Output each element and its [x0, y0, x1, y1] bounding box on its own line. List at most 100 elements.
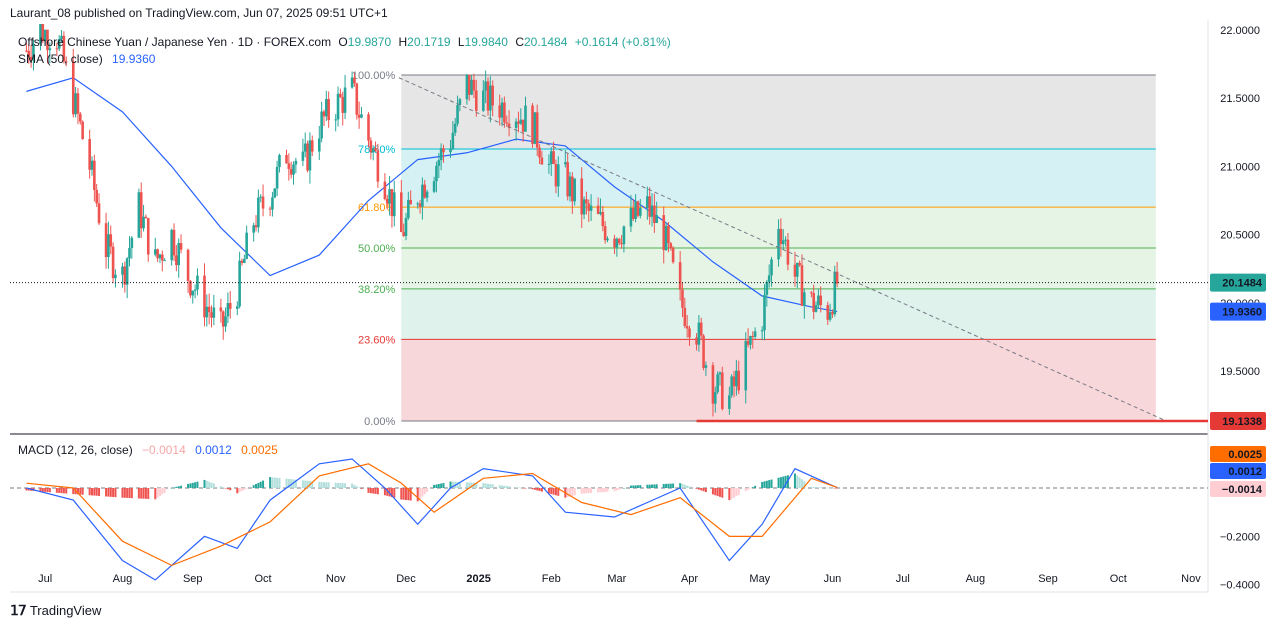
low-price-badge-bg: [1210, 412, 1266, 430]
candle-body: [636, 201, 640, 216]
macd-histogram-bar: [341, 483, 344, 488]
candle-body: [350, 77, 354, 88]
candle-body: [721, 372, 724, 409]
macd-histogram-bar: [88, 488, 91, 496]
time-tick-label: 2025: [466, 573, 490, 585]
macd-histogram-bar: [353, 484, 356, 488]
macd-pane[interactable]: [10, 458, 1208, 581]
candle-body: [88, 139, 91, 170]
candle-body: [669, 243, 673, 248]
macd-histogram-bar: [208, 481, 211, 488]
time-tick-label: Oct: [254, 573, 271, 585]
candle-body: [812, 293, 815, 312]
macd-histogram-bar: [782, 476, 785, 488]
candle-body: [186, 249, 190, 281]
macd-histogram-bar: [421, 488, 424, 497]
macd-histogram-bar: [121, 488, 124, 498]
macd-histogram-bar: [440, 483, 443, 488]
candle-body: [779, 228, 783, 245]
candle-body: [273, 188, 277, 198]
candle-body: [470, 79, 473, 95]
close-value: 20.1484: [524, 35, 568, 49]
macd-signal-badge: 0.0025: [1228, 449, 1262, 461]
macd-histogram-bar: [301, 480, 304, 488]
time-tick-label: Nov: [1181, 573, 1201, 585]
macd-histogram-bar: [695, 488, 698, 489]
macd-hist-value: −0.0014: [142, 443, 186, 457]
macd-tick-label: −0.2000: [1220, 531, 1260, 543]
macd-histogram-bar: [456, 481, 459, 488]
candle-body: [503, 102, 506, 123]
macd-histogram-bar: [290, 479, 293, 488]
candle-body: [615, 238, 619, 248]
macd-line-value: 0.0012: [195, 443, 232, 457]
macd-histogram-bar: [604, 488, 607, 492]
candle-body: [585, 199, 588, 204]
macd-line: [26, 458, 838, 581]
candle-body: [437, 160, 441, 166]
candle-body: [713, 392, 717, 404]
candle-body: [753, 331, 757, 337]
candle-body: [142, 216, 145, 229]
macd-histogram-bar: [39, 488, 42, 492]
macd-histogram-bar: [735, 488, 738, 497]
macd-histogram-bar: [81, 488, 84, 495]
macd-histogram-bar: [205, 480, 208, 488]
last-price-badge: 20.1484: [1222, 278, 1263, 290]
price-tick-label: 21.5000: [1220, 93, 1260, 105]
candle-body: [418, 203, 422, 207]
candles[interactable]: [25, 23, 839, 417]
candle-body: [704, 365, 708, 368]
candle-body: [339, 93, 342, 97]
candle-body: [795, 262, 799, 277]
candle-body: [484, 81, 487, 91]
candle-body: [41, 23, 45, 42]
macd-histogram-bar: [240, 488, 243, 491]
candle-body: [817, 295, 820, 306]
macd-histogram-bar: [58, 488, 61, 493]
macd-histogram-bar: [128, 488, 131, 499]
macd-histogram-bar: [798, 477, 801, 488]
candle-body: [620, 243, 623, 245]
open-label: O: [338, 35, 347, 49]
sma-legend: SMA (50, close) 19.9360: [18, 52, 156, 66]
macd-histogram-bar: [27, 488, 30, 491]
macd-histogram-bar: [636, 485, 639, 488]
macd-signal-value: 0.0025: [241, 443, 278, 457]
macd-histogram-bar: [702, 488, 705, 492]
candle-body: [76, 93, 80, 114]
candle-body: [46, 29, 49, 51]
candle-body: [744, 340, 748, 391]
macd-histogram-bar: [655, 484, 658, 488]
macd-histogram-bar: [191, 482, 194, 488]
macd-histogram-bar: [761, 481, 764, 488]
candle-body: [123, 266, 127, 285]
macd-histogram-bar: [374, 488, 377, 494]
candle-body: [221, 311, 225, 327]
macd-histogram-bar: [620, 488, 623, 489]
candle-body: [60, 35, 63, 40]
candle-body: [711, 365, 715, 404]
macd-histogram-bar: [554, 488, 557, 496]
macd-histogram-bar: [123, 488, 126, 498]
candle-body: [751, 335, 755, 337]
candle-body: [254, 225, 258, 228]
trendline[interactable]: [10, 77, 1208, 423]
macd-histogram-bar: [60, 488, 63, 494]
macd-histogram-bar: [733, 488, 736, 498]
macd-histogram-bar: [536, 488, 539, 491]
macd-label: MACD (12, 26, close): [18, 443, 133, 457]
fib-band: [401, 75, 1156, 150]
candle-body: [697, 322, 701, 345]
symbol-title: Offshore Chinese Yuan / Japanese Yen · 1…: [18, 35, 331, 49]
macd-histogram-bar: [142, 488, 145, 499]
candle-body: [549, 151, 553, 164]
sma-value: 19.9360: [112, 52, 156, 66]
fib-band: [401, 339, 1156, 421]
fibonacci-retracement[interactable]: 100.00%78.60%61.80%50.00%38.20%23.60%0.0…: [352, 70, 1156, 428]
brand[interactable]: 𝟣𝟩 TradingView: [10, 602, 101, 619]
candle-body: [107, 234, 110, 258]
change-value: +0.1614 (+0.81%): [575, 35, 671, 49]
candle-body: [793, 264, 797, 277]
